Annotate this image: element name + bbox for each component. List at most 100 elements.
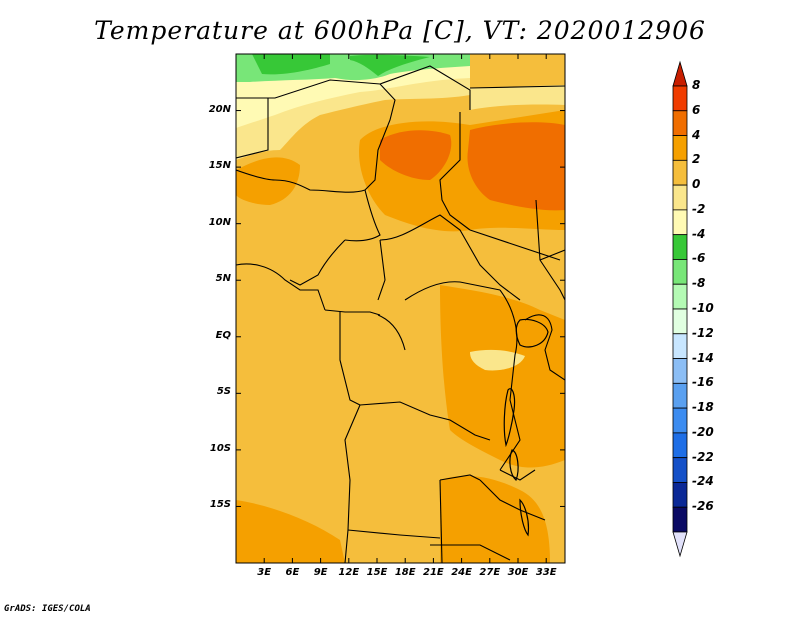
country-borders: [236, 65, 565, 563]
border-line: [379, 214, 521, 301]
border-line: [236, 169, 366, 193]
lon-label: 3E: [257, 567, 272, 578]
colorbar-box: [672, 382, 688, 409]
colorbar-label: -26: [692, 499, 714, 514]
border-line: [499, 469, 536, 481]
colorbar-box: [672, 482, 688, 508]
axis-ticks: [236, 54, 565, 563]
lat-label: 10N: [208, 216, 231, 228]
colorbar-box: [672, 234, 688, 260]
lon-label: 33E: [535, 567, 557, 578]
colorbar-box: [672, 85, 688, 112]
lon-label: 27E: [479, 567, 501, 578]
lon-label: 12E: [338, 567, 360, 578]
colorbar-box: [672, 432, 688, 459]
lon-label: 6E: [285, 567, 300, 578]
colorbar-box: [672, 308, 688, 335]
colorbar-label: -12: [692, 325, 714, 340]
lake-outline: [515, 318, 549, 348]
colorbar-label: -20: [692, 424, 714, 439]
colorbar-box: [672, 407, 688, 434]
lon-label: 21E: [423, 567, 444, 578]
colorbar-box: [672, 259, 688, 285]
temp-region-hot: [380, 130, 452, 180]
lon-label: 30E: [507, 567, 529, 578]
temp-region-hot: [467, 122, 565, 211]
colorbar-label: -24: [692, 474, 714, 489]
border-line: [404, 281, 501, 301]
colorbar-box: [672, 159, 688, 186]
border-line: [535, 199, 565, 301]
border-line: [347, 529, 441, 539]
border-line: [479, 479, 546, 521]
lon-label: 24E: [451, 567, 472, 578]
border-line: [359, 401, 491, 441]
temp-region-green_dark: [350, 54, 430, 76]
border-line: [524, 314, 565, 381]
lat-label: 5N: [215, 273, 231, 285]
lon-label: 15E: [366, 567, 388, 578]
colorbar-label: -14: [692, 350, 714, 365]
lon-label: 9E: [313, 567, 328, 578]
border-line: [439, 474, 481, 481]
border-line: [339, 312, 361, 406]
colorbar-box: [672, 506, 688, 533]
colorbar-label: 6: [692, 102, 701, 117]
colorbar-box: [672, 135, 688, 161]
colorbar-label: -6: [692, 251, 706, 266]
colorbar-top-arrow: [672, 60, 688, 87]
border-line: [236, 98, 269, 159]
lake-outline: [509, 449, 519, 481]
border-line: [289, 239, 346, 286]
colorbar-box: [672, 358, 688, 384]
temp-region-warm: [440, 285, 565, 468]
colorbar-label: -4: [692, 226, 706, 241]
border-line: [324, 309, 381, 316]
colorbar-label: 2: [692, 152, 701, 167]
temp-region-warm: [236, 500, 345, 563]
lat-label: 15S: [209, 499, 231, 511]
lat-label: 20N: [208, 103, 231, 115]
border-line: [344, 189, 381, 242]
colorbar-box: [672, 209, 688, 236]
colorbar-label: -10: [692, 301, 714, 315]
colorbar: [672, 60, 688, 558]
temp-region-cool: [470, 85, 565, 110]
lon-label: 18E: [394, 567, 416, 578]
colorbar-label: -16: [692, 375, 714, 390]
lat-label: 10S: [209, 442, 231, 454]
border-line: [439, 479, 443, 563]
border-line: [539, 249, 565, 261]
colorbar-label: -18: [692, 400, 714, 415]
colorbar-bottom-arrow: [672, 531, 688, 558]
border-line: [236, 263, 326, 311]
border-line: [430, 544, 511, 561]
colorbar-box: [672, 110, 688, 136]
border-line: [439, 112, 471, 231]
map-frame: [235, 53, 566, 564]
lat-label: 5S: [216, 386, 231, 398]
lake-outline: [519, 498, 530, 537]
colorbar-box: [672, 184, 688, 211]
border-line: [344, 404, 361, 563]
colorbar-label: 0: [692, 177, 701, 192]
temp-region-warm: [440, 475, 550, 563]
chart-title: Temperature at 600hPa [C], VT: 202001290…: [94, 16, 706, 45]
colorbar-label: -22: [692, 449, 714, 464]
grads-credit: GrADS: IGES/COLA: [4, 604, 91, 614]
colorbar-label: 4: [692, 127, 701, 142]
border-line: [377, 314, 406, 351]
border-line: [364, 83, 396, 191]
temp-region-warm: [236, 157, 300, 205]
border-line: [469, 85, 565, 89]
temperature-field: [236, 54, 565, 563]
colorbar-box: [672, 283, 688, 310]
temp-region-cool: [470, 349, 525, 371]
colorbar-label: 8: [692, 78, 701, 92]
border-line: [469, 229, 561, 261]
lat-label: 15N: [208, 160, 231, 172]
border-line: [377, 239, 386, 301]
colorbar-label: -2: [692, 201, 706, 216]
colorbar-box: [672, 333, 688, 359]
lat-label: EQ: [215, 329, 231, 341]
